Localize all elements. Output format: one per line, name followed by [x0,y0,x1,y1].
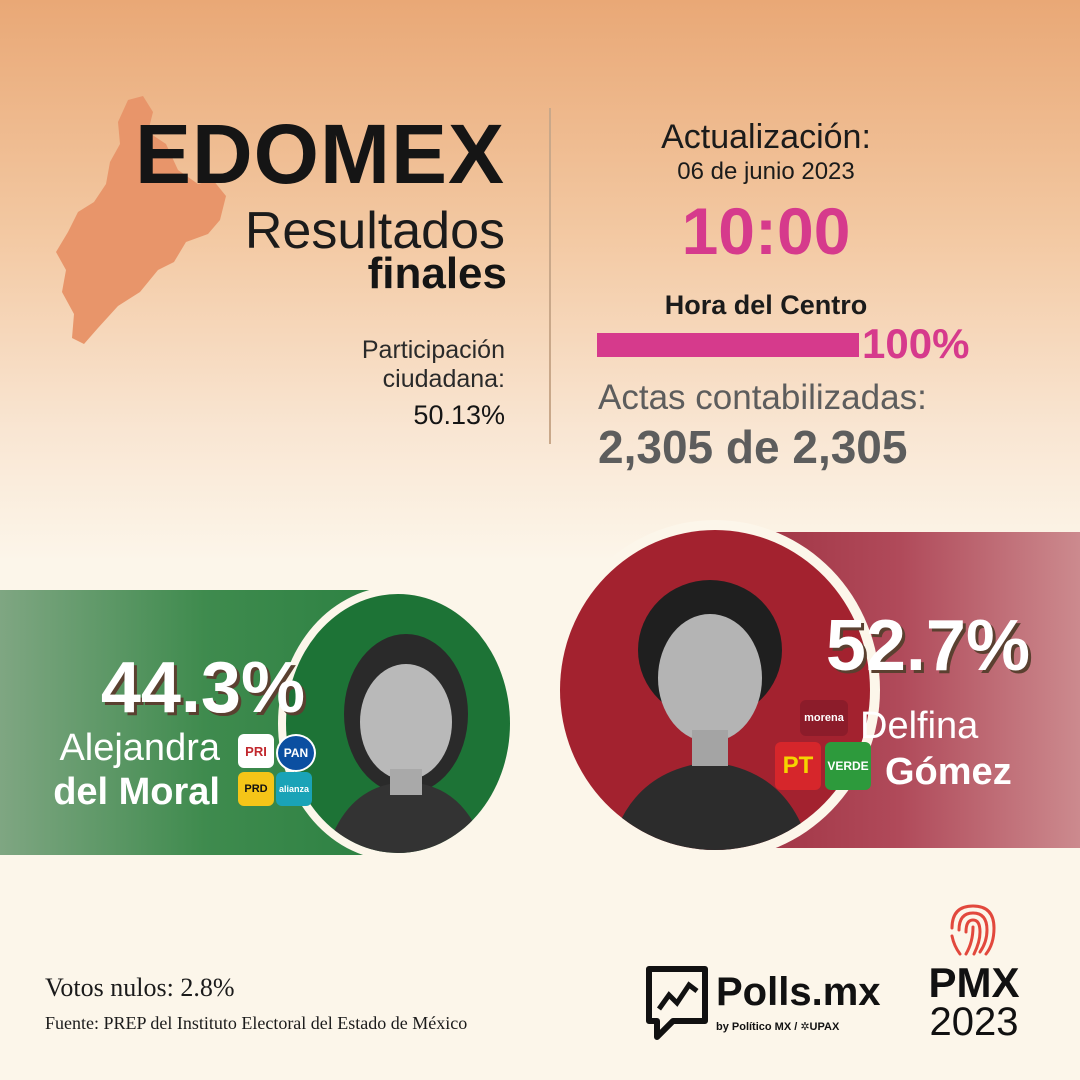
subtitle-resultados: Resultados [244,202,505,260]
update-date: 06 de junio 2023 [677,158,855,185]
portrait-placeholder-icon [326,634,486,853]
candidate-percent-right: 52.7% [825,606,1030,686]
candidate-firstname-left: Alejandra [59,727,220,769]
candidate-photo-left [278,586,518,861]
progress-bar-fill [597,333,859,357]
participation-value: 50.13% [413,400,505,430]
pan-logo-icon: PAN [276,734,316,772]
header-divider [549,108,551,444]
source-note: Fuente: PREP del Instituto Electoral del… [45,1013,468,1033]
candidate-firstname-right: Delfina [860,705,979,747]
alianza-logo-icon: alianza [276,772,312,806]
polls-logo-icon [646,966,708,1040]
actas-value: 2,305 de 2,305 [598,421,908,473]
pt-logo-icon: PT [775,742,821,790]
actas-label: Actas contabilizadas: [598,378,927,417]
prd-logo-icon: PRD [238,772,274,806]
candidate-lastname-left: del Moral [53,771,220,813]
portrait-placeholder-icon [610,580,810,850]
pmx-brand-year: 2023 [929,1000,1019,1044]
update-time: 10:00 [681,194,851,268]
candidate-lastname-right: Gómez [885,751,1012,793]
progress-percent: 100% [862,320,970,367]
update-label: Actualización: [661,118,871,156]
progress-bar [597,333,859,357]
edomex-map-icon [56,96,226,344]
polls-brand-name: Polls.mx [716,970,881,1014]
candidate-percent-left: 44.3% [100,648,305,728]
candidate-photo-right [550,520,880,860]
pri-logo-icon: PRI [238,734,274,768]
polls-brand-byline: by Político MX / ✲UPAX [716,1021,840,1033]
pmx-brand-name: PMX [928,959,1020,1006]
verde-logo-icon: VERDE [825,742,871,790]
participation-label: Participación ciudadana: [361,336,505,393]
state-title: EDOMEX [134,107,505,201]
votos-nulos: Votos nulos: 2.8% [45,973,235,1002]
subtitle-finales: finales [367,249,507,298]
timezone-label: Hora del Centro [664,290,868,320]
morena-logo-icon: morena [800,700,848,736]
fingerprint-icon [950,904,996,956]
